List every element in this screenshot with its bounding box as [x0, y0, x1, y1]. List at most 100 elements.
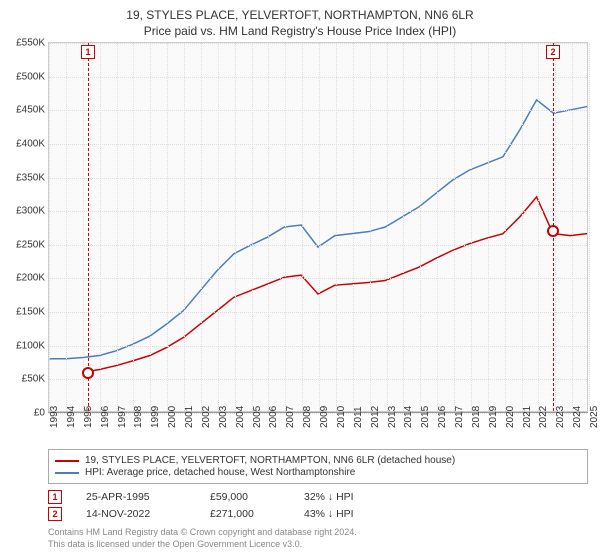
footer: Contains HM Land Registry data © Crown c… [48, 527, 588, 550]
sale-row: 2 14-NOV-2022 £271,000 43% ↓ HPI [48, 507, 588, 521]
y-tick-label: £0 [3, 408, 45, 419]
y-tick-label: £550K [3, 38, 45, 49]
sale-date: 14-NOV-2022 [86, 508, 186, 520]
sale-dot [547, 225, 559, 237]
gridline [420, 43, 421, 411]
x-tick-label: 2012 [370, 406, 381, 428]
x-tick-label: 2010 [336, 406, 347, 428]
x-tick-label: 2007 [285, 406, 296, 428]
gridline [505, 43, 506, 411]
gridline [319, 43, 320, 411]
x-tick-label: 2017 [454, 406, 465, 428]
gridline [83, 43, 84, 411]
sale-delta: 32% ↓ HPI [304, 491, 384, 503]
x-tick-label: 2024 [572, 406, 583, 428]
x-tick-label: 2018 [471, 406, 482, 428]
sale-row: 1 25-APR-1995 £59,000 32% ↓ HPI [48, 490, 588, 504]
x-tick-label: 2016 [437, 406, 448, 428]
sale-delta: 43% ↓ HPI [304, 508, 384, 520]
legend-item-property: 19, STYLES PLACE, YELVERTOFT, NORTHAMPTO… [55, 455, 581, 466]
x-tick-label: 2011 [353, 406, 364, 428]
gridline [268, 43, 269, 411]
x-tick-label: 2025 [589, 406, 600, 428]
gridline [49, 346, 587, 347]
x-tick-label: 2014 [403, 406, 414, 428]
sale-vline [88, 43, 89, 411]
gridline [522, 43, 523, 411]
gridline [49, 312, 587, 313]
x-tick-label: 2020 [505, 406, 516, 428]
gridline [66, 43, 67, 411]
y-tick-label: £350K [3, 172, 45, 183]
title-block: 19, STYLES PLACE, YELVERTOFT, NORTHAMPTO… [0, 0, 600, 42]
x-tick-label: 2013 [387, 406, 398, 428]
x-tick-label: 2008 [302, 406, 313, 428]
gridline [49, 245, 587, 246]
gridline [437, 43, 438, 411]
gridline [49, 110, 587, 111]
sale-marker-box: 1 [81, 45, 95, 59]
gridline [285, 43, 286, 411]
x-tick-label: 2006 [268, 406, 279, 428]
legend-swatch [55, 472, 79, 474]
gridline [218, 43, 219, 411]
legend-label: 19, STYLES PLACE, YELVERTOFT, NORTHAMPTO… [85, 455, 455, 466]
gridline [454, 43, 455, 411]
y-tick-label: £400K [3, 138, 45, 149]
x-tick-label: 1997 [117, 406, 128, 428]
gridline [488, 43, 489, 411]
chart-title: 19, STYLES PLACE, YELVERTOFT, NORTHAMPTO… [0, 8, 600, 22]
y-tick-label: £250K [3, 239, 45, 250]
gridline [184, 43, 185, 411]
gridline [403, 43, 404, 411]
x-tick-label: 2021 [522, 406, 533, 428]
y-tick-label: £50K [3, 374, 45, 385]
gridline [538, 43, 539, 411]
gridline [150, 43, 151, 411]
x-tick-label: 2004 [235, 406, 246, 428]
x-tick-label: 2005 [252, 406, 263, 428]
x-tick-label: 2022 [538, 406, 549, 428]
sale-marker-icon: 1 [48, 490, 62, 504]
footer-line: This data is licensed under the Open Gov… [48, 539, 588, 551]
y-tick-label: £150K [3, 307, 45, 318]
gridline [336, 43, 337, 411]
x-tick-label: 2023 [555, 406, 566, 428]
sale-dot [82, 367, 94, 379]
gridline [302, 43, 303, 411]
x-tick-label: 1996 [100, 406, 111, 428]
x-tick-label: 2002 [201, 406, 212, 428]
gridline [49, 144, 587, 145]
x-tick-label: 1998 [133, 406, 144, 428]
x-tick-label: 1999 [150, 406, 161, 428]
gridline [167, 43, 168, 411]
y-tick-label: £500K [3, 71, 45, 82]
legend-label: HPI: Average price, detached house, West… [85, 467, 355, 478]
legend-item-hpi: HPI: Average price, detached house, West… [55, 467, 581, 478]
gridline [49, 178, 587, 179]
x-tick-label: 1993 [49, 406, 60, 428]
y-tick-label: £100K [3, 340, 45, 351]
x-tick-label: 2015 [420, 406, 431, 428]
gridline [471, 43, 472, 411]
gridline [370, 43, 371, 411]
x-tick-label: 2009 [319, 406, 330, 428]
gridline [100, 43, 101, 411]
sale-price: £59,000 [210, 491, 280, 503]
sale-marker-icon: 2 [48, 507, 62, 521]
footer-line: Contains HM Land Registry data © Crown c… [48, 527, 588, 539]
sale-date: 25-APR-1995 [86, 491, 186, 503]
x-tick-label: 2000 [167, 406, 178, 428]
gridline [353, 43, 354, 411]
y-tick-label: £300K [3, 206, 45, 217]
legend: 19, STYLES PLACE, YELVERTOFT, NORTHAMPTO… [48, 449, 588, 484]
gridline [49, 211, 587, 212]
legend-swatch [55, 460, 79, 462]
gridline [572, 43, 573, 411]
x-tick-label: 1994 [66, 406, 77, 428]
sale-price: £271,000 [210, 508, 280, 520]
y-tick-label: £450K [3, 105, 45, 116]
gridline [387, 43, 388, 411]
gridline [133, 43, 134, 411]
sales-table: 1 25-APR-1995 £59,000 32% ↓ HPI 2 14-NOV… [48, 490, 588, 521]
